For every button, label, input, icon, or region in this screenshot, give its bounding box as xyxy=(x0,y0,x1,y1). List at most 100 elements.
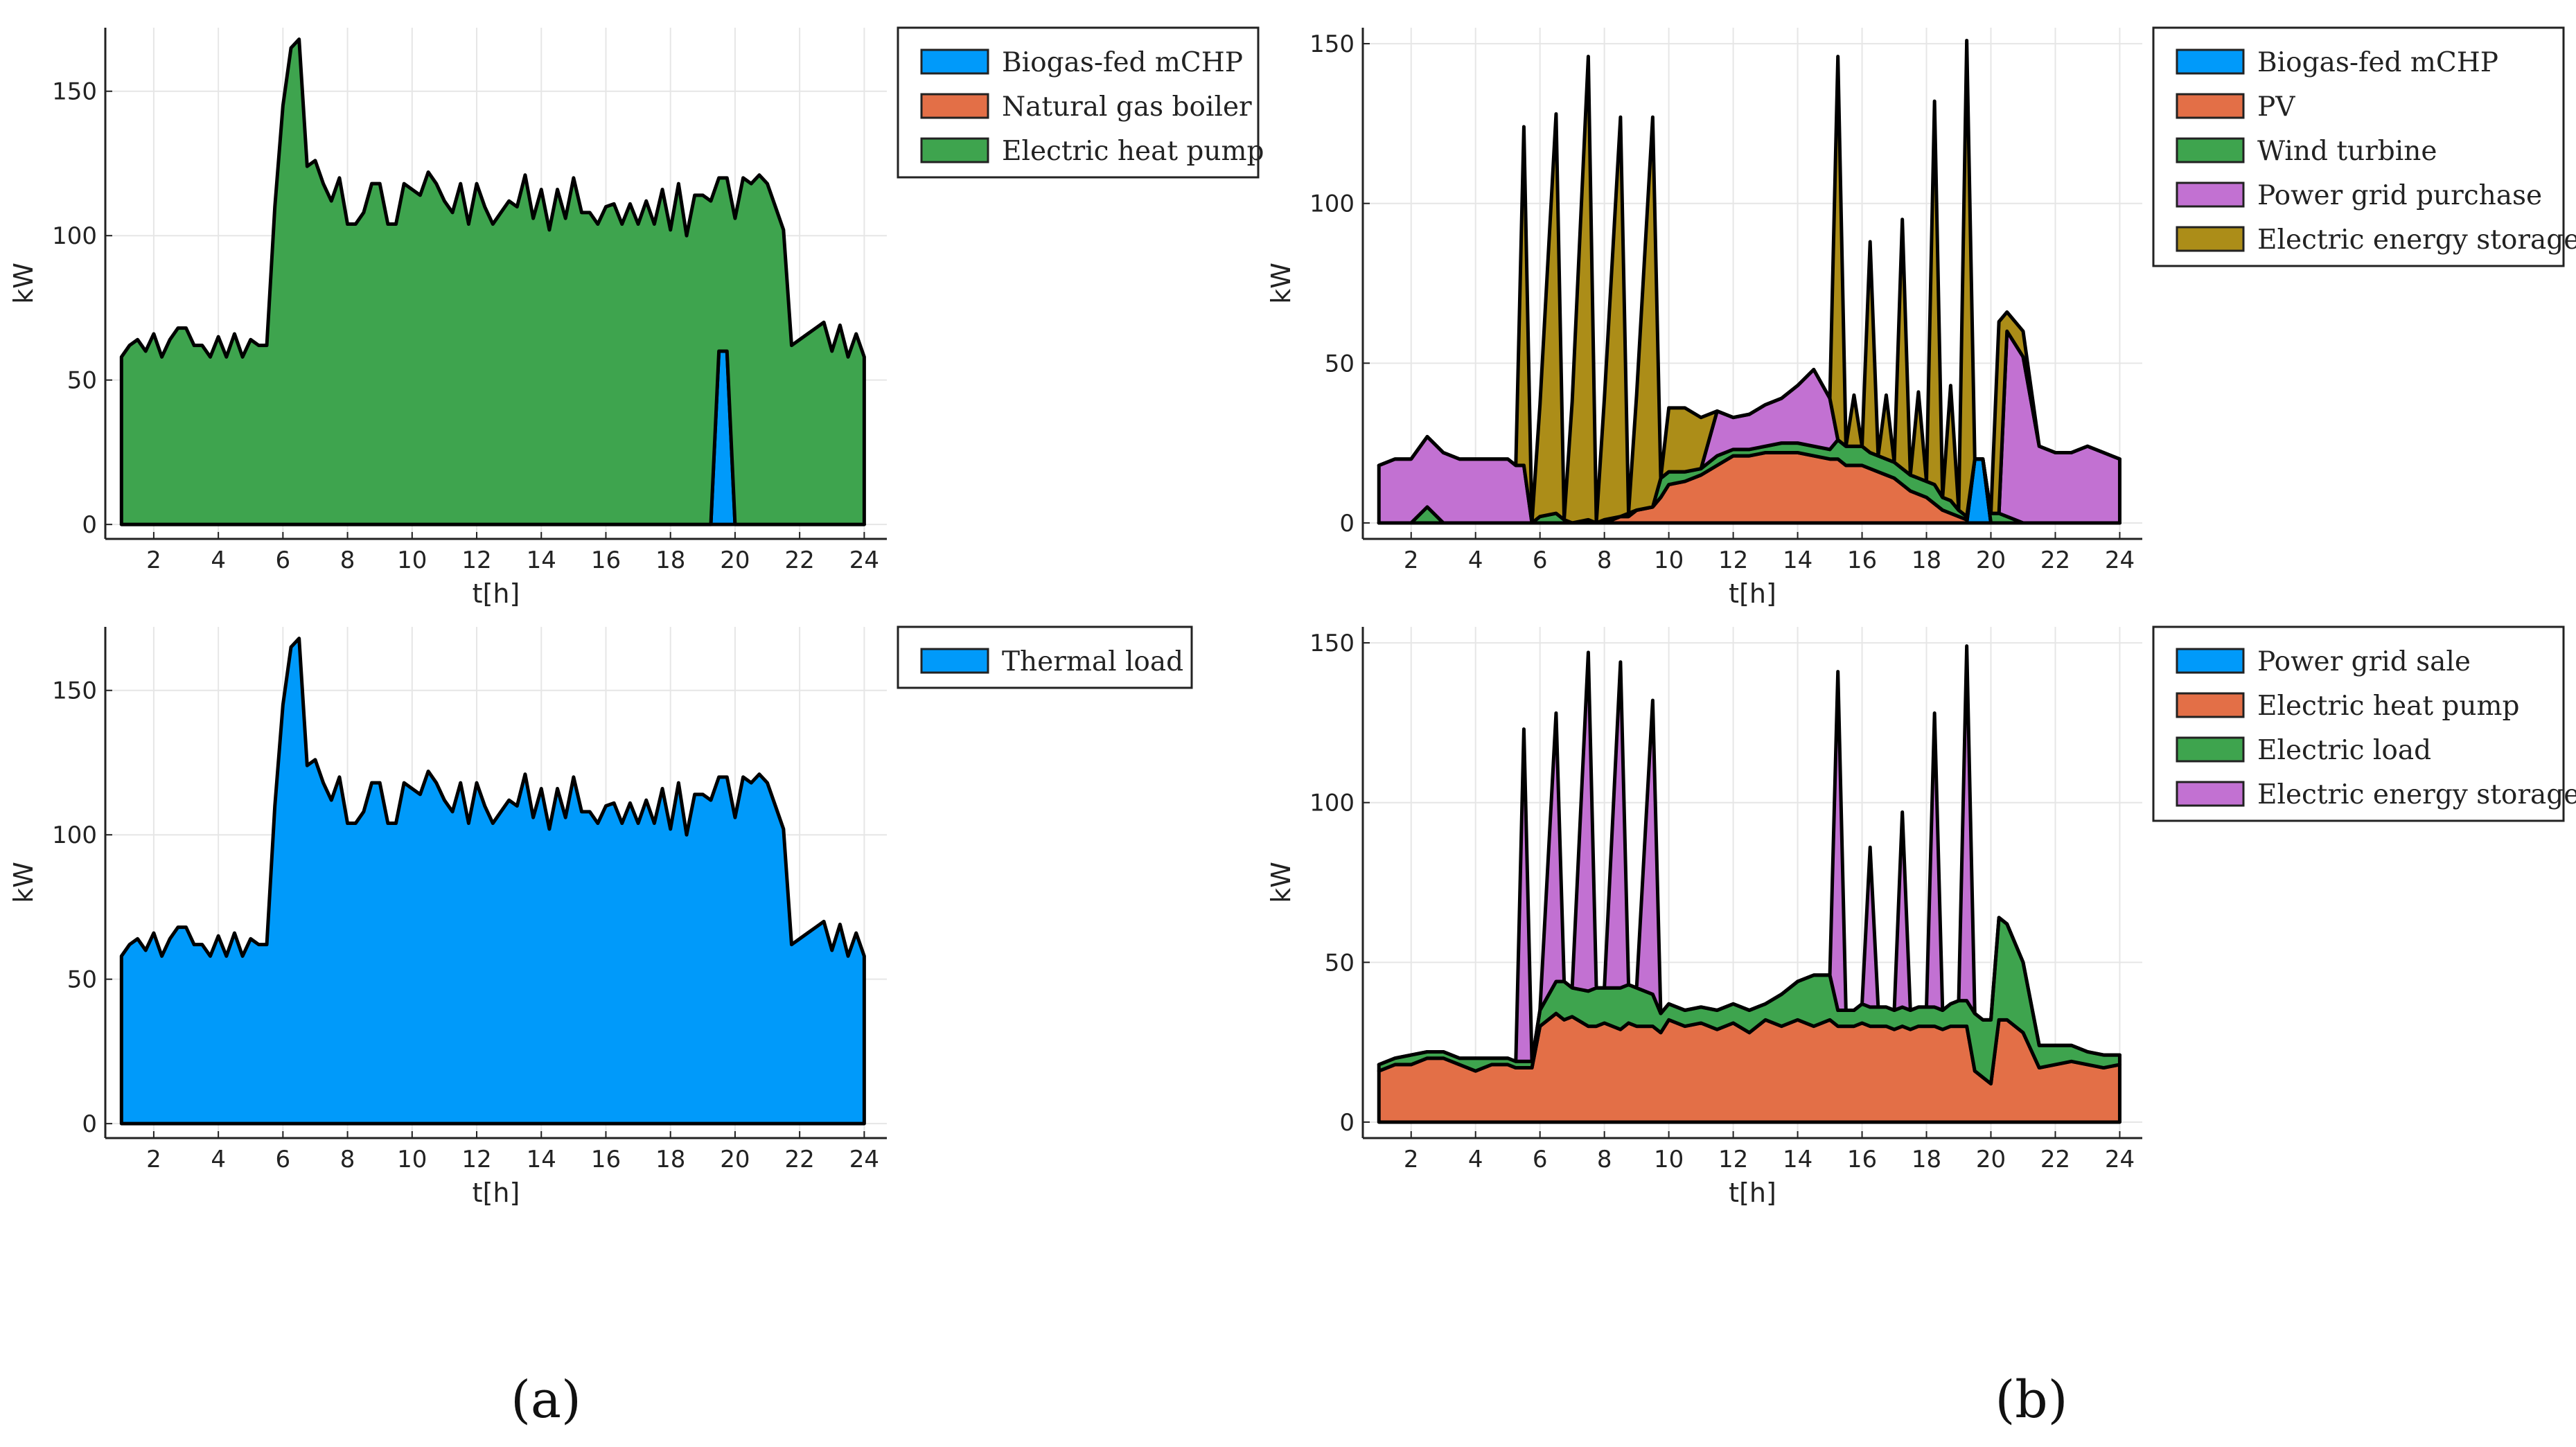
y-tick-label: 150 xyxy=(1309,630,1355,657)
legend-swatch-electric-heat-pump xyxy=(920,137,989,163)
legend-swatch-wind-turbine xyxy=(2176,137,2245,163)
x-tick-label: 4 xyxy=(1468,547,1483,574)
x-tick-label: 16 xyxy=(591,547,621,574)
x-tick-label: 20 xyxy=(1976,547,2006,574)
panel-label-a: (a) xyxy=(511,1370,581,1430)
y-tick-label: 100 xyxy=(52,822,97,849)
y-tick-label: 150 xyxy=(52,78,97,106)
x-tick-label: 14 xyxy=(1783,547,1812,574)
x-tick-label: 8 xyxy=(340,547,355,574)
chart-thermal-load: 2 4 6 8 10 12 14 16 18 20 22 24050100150t[h]kWTherm… xyxy=(8,625,1193,1208)
x-tick-label: 2 xyxy=(146,547,161,574)
x-tick-label: 2 xyxy=(1404,547,1419,574)
legend-label-electric-energy-storage: Electric energy storage xyxy=(2257,779,2576,810)
legend-swatch-electric-heat-pump xyxy=(2176,692,2245,718)
x-tick-label: 18 xyxy=(1912,547,1941,574)
y-tick-label: 50 xyxy=(1325,949,1355,977)
x-axis-label: t[h] xyxy=(1729,578,1776,609)
chart-electric-consumption: 2 4 6 8 10 12 14 16 18 20 22 24050100150t[h]kWPower… xyxy=(1266,625,2576,1208)
y-tick-label: 0 xyxy=(82,1110,97,1138)
x-tick-label: 16 xyxy=(1847,547,1877,574)
legend-label-power-grid-purchase: Power grid purchase xyxy=(2257,180,2542,211)
x-tick-label: 10 xyxy=(397,1146,427,1173)
x-tick-label: 16 xyxy=(1847,1146,1877,1173)
legend-label-biogas-fed-mchp: Biogas-fed mCHP xyxy=(1002,47,1243,78)
x-tick-label: 6 xyxy=(1533,547,1548,574)
x-axis-label: t[h] xyxy=(473,1178,520,1208)
legend-label-wind-turbine: Wind turbine xyxy=(2257,136,2437,167)
x-tick-label: 24 xyxy=(2105,1146,2135,1173)
legend-label-biogas-fed-mchp: Biogas-fed mCHP xyxy=(2257,47,2498,78)
x-tick-label: 6 xyxy=(276,1146,291,1173)
x-tick-label: 2 xyxy=(1404,1146,1419,1173)
x-tick-label: 18 xyxy=(1912,1146,1941,1173)
legend-swatch-power-grid-sale xyxy=(2176,648,2245,674)
x-tick-label: 14 xyxy=(527,1146,556,1173)
y-axis-label: kW xyxy=(1266,862,1296,903)
x-tick-label: 22 xyxy=(2040,1146,2070,1173)
x-tick-label: 20 xyxy=(720,547,750,574)
y-tick-label: 150 xyxy=(1309,30,1355,58)
legend-swatch-natural-gas-boiler xyxy=(920,93,989,119)
legend-label-electric-load: Electric load xyxy=(2257,735,2431,766)
y-tick-label: 50 xyxy=(67,367,97,395)
area-electric-heat-pump xyxy=(119,37,866,526)
legend-label-pv: PV xyxy=(2257,91,2295,123)
x-tick-label: 14 xyxy=(527,547,556,574)
area-electric-energy-storage xyxy=(1377,644,2121,1067)
y-axis-label: kW xyxy=(8,862,39,903)
legend-label-electric-energy-storage: Electric energy storage xyxy=(2257,224,2576,256)
legend-swatch-electric-load xyxy=(2176,736,2245,763)
y-axis-label: kW xyxy=(1266,263,1296,304)
legend-label-power-grid-sale: Power grid sale xyxy=(2257,646,2471,677)
y-tick-label: 50 xyxy=(1325,350,1355,378)
y-tick-label: 100 xyxy=(52,222,97,250)
x-axis-label: t[h] xyxy=(1729,1178,1776,1208)
x-tick-label: 12 xyxy=(461,547,491,574)
x-tick-label: 24 xyxy=(2105,547,2135,574)
x-tick-label: 2 xyxy=(146,1146,161,1173)
legend-label-natural-gas-boiler: Natural gas boiler xyxy=(1002,91,1252,123)
panel-label-b: (b) xyxy=(1995,1370,2067,1430)
chart-electric-generation: 2 4 6 8 10 12 14 16 18 20 22 24050100150t[h]kWBioga… xyxy=(1266,26,2576,609)
area-electric-energy-storage xyxy=(1377,38,2121,525)
legend-swatch-electric-energy-storage xyxy=(2176,781,2245,807)
x-tick-label: 18 xyxy=(655,547,685,574)
legend-swatch-thermal-load xyxy=(920,648,989,674)
y-tick-label: 100 xyxy=(1309,790,1355,817)
x-tick-label: 20 xyxy=(1976,1146,2006,1173)
x-tick-label: 14 xyxy=(1783,1146,1812,1173)
x-tick-label: 10 xyxy=(1654,547,1684,574)
legend-label-electric-heat-pump: Electric heat pump xyxy=(1002,136,1264,167)
x-tick-label: 6 xyxy=(276,547,291,574)
y-tick-label: 150 xyxy=(52,677,97,705)
x-tick-label: 12 xyxy=(461,1146,491,1173)
x-tick-label: 10 xyxy=(397,547,427,574)
x-tick-label: 8 xyxy=(1597,1146,1612,1173)
x-tick-label: 22 xyxy=(2040,547,2070,574)
legend-label-electric-heat-pump: Electric heat pump xyxy=(2257,691,2519,722)
legend-swatch-power-grid-purchase xyxy=(2176,181,2245,208)
legend-swatch-biogas-fed-mchp xyxy=(920,48,989,75)
x-tick-label: 4 xyxy=(211,1146,226,1173)
x-tick-label: 22 xyxy=(785,1146,815,1173)
y-tick-label: 100 xyxy=(1309,190,1355,218)
x-tick-label: 12 xyxy=(1718,547,1748,574)
x-tick-label: 4 xyxy=(211,547,226,574)
x-tick-label: 4 xyxy=(1468,1146,1483,1173)
x-tick-label: 18 xyxy=(655,1146,685,1173)
y-tick-label: 50 xyxy=(67,966,97,994)
x-tick-label: 24 xyxy=(849,547,879,574)
x-tick-label: 20 xyxy=(720,1146,750,1173)
x-tick-label: 6 xyxy=(1533,1146,1548,1173)
area-thermal-load xyxy=(119,637,866,1126)
y-axis-label: kW xyxy=(8,263,39,304)
x-tick-label: 22 xyxy=(785,547,815,574)
x-tick-label: 8 xyxy=(340,1146,355,1173)
legend-swatch-pv xyxy=(2176,93,2245,119)
x-tick-label: 10 xyxy=(1654,1146,1684,1173)
x-tick-label: 24 xyxy=(849,1146,879,1173)
x-axis-label: t[h] xyxy=(473,578,520,609)
legend-swatch-electric-energy-storage xyxy=(2176,226,2245,252)
